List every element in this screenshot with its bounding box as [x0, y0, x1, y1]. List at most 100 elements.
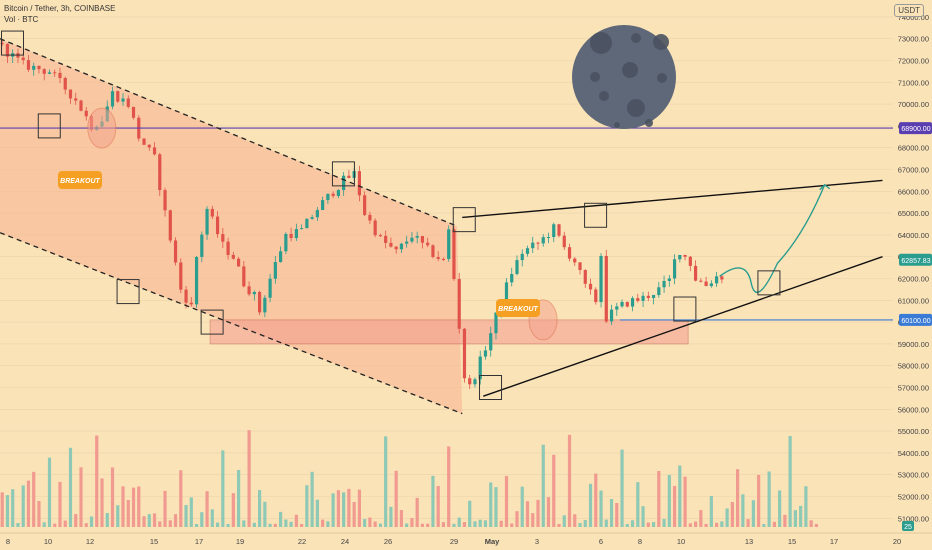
volume-bar [699, 510, 703, 527]
volume-bar [84, 523, 88, 527]
volume-bar [499, 520, 503, 527]
candle-body [452, 229, 456, 280]
volume-bar [462, 522, 467, 527]
volume-bar [26, 480, 31, 527]
highlight-box [331, 161, 355, 187]
price-tick-label: 65000.00 [898, 209, 929, 218]
time-tick-label: 17 [195, 537, 203, 546]
moon-crater [614, 122, 620, 128]
candle-body [42, 69, 46, 74]
highlight-box [673, 296, 697, 322]
candle-body [609, 309, 614, 322]
price-tick-label: 73000.00 [898, 35, 929, 44]
candle-body [110, 91, 115, 107]
candle-body [231, 254, 235, 259]
volume-bar [693, 521, 698, 527]
candle-body [74, 98, 78, 101]
price-tick-label: 56000.00 [898, 405, 929, 414]
candle-body [158, 154, 162, 191]
candle-body [284, 233, 288, 252]
volume-bar [657, 471, 661, 527]
volume-bar [678, 465, 682, 527]
highlight-box [452, 207, 476, 233]
candle-body [662, 280, 666, 288]
volume-bar [331, 493, 335, 527]
time-tick-label: 8 [638, 537, 642, 546]
candle-body [541, 237, 545, 244]
volume-bar [441, 522, 446, 527]
highlight-box [479, 375, 503, 400]
volume-bar [546, 497, 551, 527]
volume-bar [315, 499, 319, 527]
candle-body [557, 224, 561, 236]
volume-bar [284, 519, 288, 527]
time-tick-label: 29 [450, 537, 458, 546]
volume-bar [263, 501, 267, 527]
candle-body [236, 258, 241, 267]
candle-body [468, 378, 472, 385]
candle-body [26, 60, 31, 70]
time-tick-label: 8 [6, 537, 10, 546]
volume-bar [336, 490, 340, 527]
candle-body [326, 193, 330, 201]
price-tick-label: 68000.00 [898, 144, 929, 153]
volume-bar [578, 523, 582, 527]
candle-body [704, 281, 708, 287]
symbol-title: Bitcoin / Tether, 3h, COINBASE [4, 4, 116, 13]
highlight-box [757, 270, 781, 296]
price-tick-label: 55000.00 [898, 427, 929, 436]
candle-body [436, 257, 440, 259]
breakout-1-label: BREAKOUT [60, 178, 100, 185]
volume-bar [242, 520, 246, 527]
candle-body [678, 254, 682, 260]
candle-body [431, 245, 435, 258]
candle-body [636, 298, 640, 301]
candle-body [321, 200, 325, 211]
candle-body [226, 241, 230, 255]
volume-bar [116, 505, 120, 527]
moon-crater [657, 73, 667, 83]
candle-body [247, 286, 251, 295]
volume-bar [562, 515, 566, 527]
candle-body [583, 269, 587, 284]
candle-body [651, 295, 656, 298]
breakout-1-badge [58, 171, 102, 189]
volume-bar [289, 521, 293, 527]
projection-arrowhead [819, 183, 831, 191]
candle-body [221, 234, 225, 242]
candle-body [300, 228, 304, 230]
volume-bar [420, 523, 425, 527]
volume-bar [636, 482, 640, 527]
currency-badge[interactable]: USDT [894, 4, 924, 17]
volume-bar [16, 523, 20, 527]
price-tick-label: 58000.00 [898, 362, 929, 371]
volume-bar [357, 489, 361, 527]
time-tick-label: 10 [44, 537, 52, 546]
volume-bar [32, 471, 36, 527]
volume-bar [725, 508, 729, 527]
volume-bar [478, 519, 482, 527]
volume-bar [21, 485, 25, 527]
candle-body [552, 224, 556, 238]
volume-bar [468, 500, 472, 527]
volume-bar [131, 487, 136, 527]
price-tick-label: 51000.00 [898, 514, 929, 523]
candle-body [531, 242, 535, 249]
volume-bar [210, 509, 214, 527]
volume-bar [252, 522, 256, 527]
volume-bar [667, 474, 671, 527]
moon-icon [572, 25, 676, 129]
volume-bar [168, 520, 172, 527]
volume-bar [746, 519, 750, 527]
volume-bar [279, 511, 283, 527]
candle-body [641, 295, 645, 301]
candle-body [189, 302, 193, 305]
volume-bar [231, 493, 235, 527]
candle-body [604, 255, 608, 322]
candle-body [494, 312, 498, 334]
volume-bar [762, 523, 766, 527]
time-tick-label: 15 [788, 537, 796, 546]
candle-body [399, 243, 404, 250]
candle-body [667, 278, 671, 281]
